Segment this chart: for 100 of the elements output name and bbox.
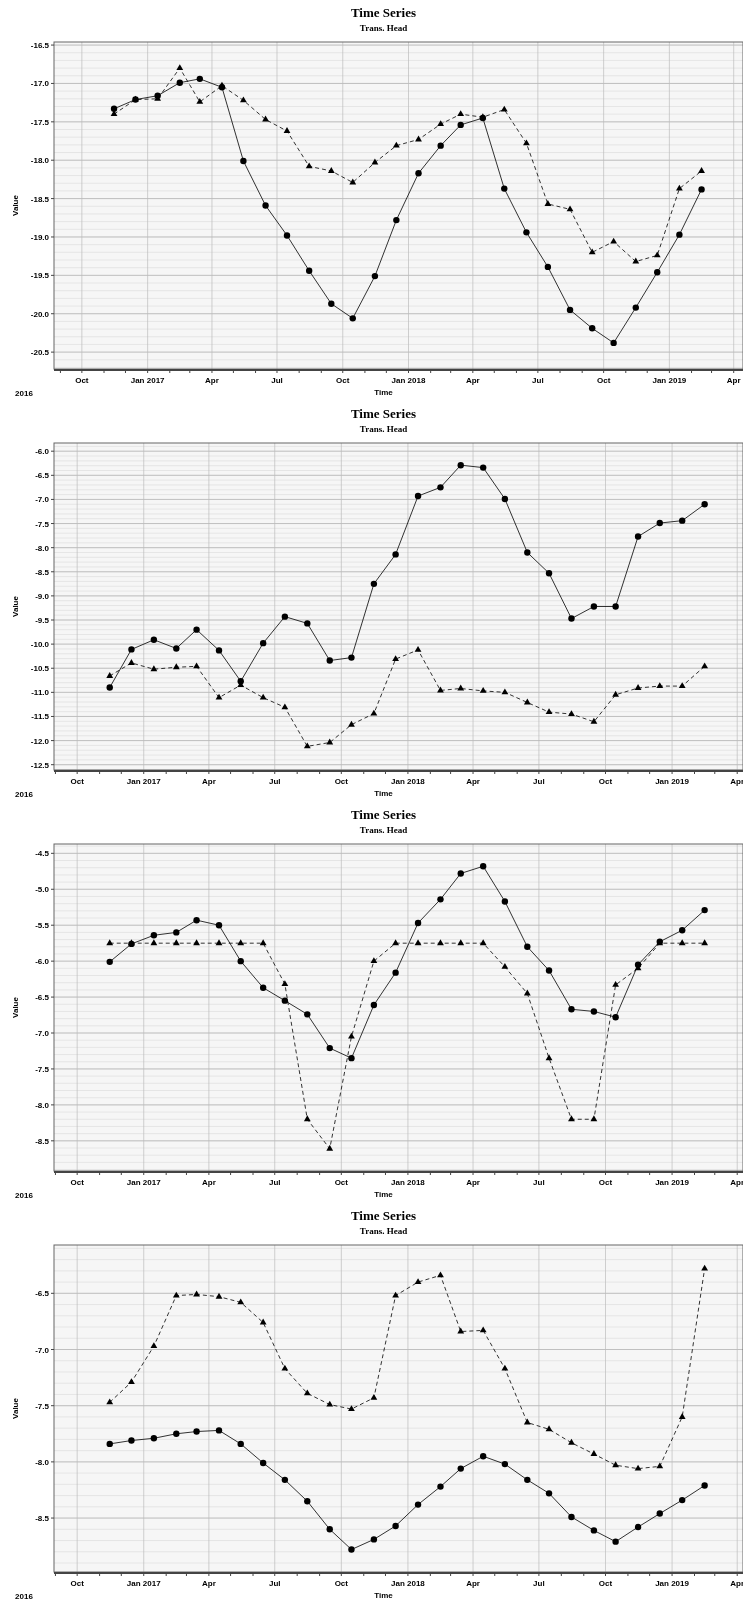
y-tick-label: -4.5	[35, 849, 50, 859]
y-axis-title: Value	[11, 595, 20, 617]
x-tick-label: Apr	[466, 1579, 480, 1588]
x-tick-label: Oct	[596, 376, 611, 385]
y-tick-label: -12.5	[30, 760, 50, 770]
x-tick-label: Jul	[268, 777, 281, 786]
x-tick-label: Jan 2018	[391, 777, 426, 786]
x-tick-label: Oct	[336, 376, 350, 385]
x-tick-label: Apr	[730, 1579, 743, 1588]
chart-subtitle: Trans. Head	[359, 825, 408, 835]
x-tick-label: Apr	[201, 777, 216, 786]
y-tick-label: -8.5	[35, 1514, 50, 1524]
y-axis-title: Value	[11, 996, 20, 1018]
x-tick-label: Jul	[268, 1178, 281, 1187]
chart-title: Time Series	[350, 5, 417, 20]
y-tick-label: -7.0	[35, 1345, 50, 1355]
x-tick-label: Jan 2018	[391, 1579, 426, 1588]
x-tick-label: Jan 2017	[126, 1178, 162, 1187]
chart-title: Time Series	[350, 807, 417, 822]
x-tick-label: Jan 2019	[655, 777, 690, 786]
y-tick-label: -6.5	[35, 471, 50, 481]
x-tick-label: Jan 2018	[391, 376, 426, 385]
chart-subtitle: Trans. Head	[359, 424, 408, 434]
y-tick-label: -20.0	[30, 309, 50, 319]
y-tick-label: -19.5	[30, 271, 50, 281]
x-tick-label: Oct	[598, 1579, 613, 1588]
x-tick-label: Oct	[75, 376, 89, 385]
x-tick-label: Jan 2017	[130, 376, 166, 385]
chart-subtitle: Trans. Head	[359, 1226, 408, 1236]
x-tick-label: Apr	[201, 1579, 216, 1588]
y-tick-label: -6.0	[35, 957, 50, 967]
y-tick-label: -7.0	[35, 495, 50, 505]
y-tick-label: -19.0	[30, 232, 50, 242]
x-axis-title: Time	[374, 1591, 394, 1600]
y-tick-label: -8.0	[35, 1457, 50, 1467]
y-tick-label: -7.5	[35, 1064, 50, 1074]
x-tick-label: Jan 2018	[391, 1178, 426, 1187]
y-tick-label: -16.5	[30, 41, 50, 51]
y-tick-label: -20.5	[30, 348, 50, 358]
y-tick-label: -6.5	[35, 1289, 50, 1299]
text: 2016	[15, 790, 34, 799]
text: 2016	[15, 1191, 34, 1200]
y-tick-label: -12.0	[30, 736, 50, 746]
y-tick-label: -11.0	[31, 688, 50, 698]
x-tick-label: Oct	[598, 777, 613, 786]
x-tick-label: Oct	[70, 1178, 85, 1187]
chart-title: Time Series	[350, 1208, 417, 1223]
x-tick-label: Oct	[334, 777, 349, 786]
x-tick-label: Apr	[466, 777, 480, 786]
x-tick-label: Jul	[533, 1579, 545, 1588]
x-axis-title: Time	[374, 1190, 394, 1199]
y-axis-title: Value	[11, 1397, 20, 1419]
x-tick-label: Oct	[598, 1178, 613, 1187]
x-tick-label: Jul	[271, 376, 283, 385]
x-tick-label: Oct	[334, 1579, 349, 1588]
y-tick-label: -8.5	[35, 567, 50, 577]
x-axis-title: Time	[374, 789, 394, 798]
y-tick-label: -18.5	[30, 194, 50, 204]
y-tick-label: -8.0	[35, 1100, 50, 1110]
x-tick-label: Apr	[730, 777, 743, 786]
x-tick-label: Oct	[334, 1178, 349, 1187]
y-tick-label: -18.0	[30, 156, 50, 166]
x-tick-label: Jan 2019	[655, 1579, 690, 1588]
x-tick-label: Jan 2017	[126, 777, 162, 786]
x-axis-title: Time	[374, 388, 394, 397]
y-tick-label: -5.5	[35, 921, 50, 931]
y-tick-label: -6.5	[35, 993, 50, 1003]
y-tick-label: -9.0	[35, 591, 50, 601]
x-tick-label: Apr	[201, 1178, 216, 1187]
x-tick-label: Jul	[533, 777, 545, 786]
y-tick-label: -5.0	[35, 885, 50, 895]
x-tick-label: Apr	[730, 1178, 743, 1187]
text: 2016	[15, 389, 34, 398]
y-tick-label: -11.5	[31, 712, 50, 722]
chart-title: Time Series	[350, 406, 417, 421]
y-tick-label: -7.5	[35, 519, 50, 529]
text: 2016	[15, 1592, 34, 1601]
y-tick-label: -10.0	[30, 640, 50, 650]
x-tick-label: Jan 2019	[655, 1178, 690, 1187]
y-tick-label: -8.0	[35, 543, 50, 553]
y-tick-label: -10.5	[30, 664, 50, 674]
x-tick-label: Jan 2017	[126, 1579, 162, 1588]
x-tick-label: Apr	[465, 376, 480, 385]
x-tick-label: Apr	[205, 376, 219, 385]
x-tick-label: Jan 2019	[652, 376, 687, 385]
x-tick-label: Oct	[70, 777, 85, 786]
y-tick-label: -17.5	[30, 117, 50, 127]
y-tick-label: -7.0	[35, 1029, 50, 1039]
x-tick-label: Oct	[70, 1579, 85, 1588]
y-tick-label: -9.5	[35, 616, 50, 625]
chart-subtitle: Trans. Head	[359, 23, 408, 33]
x-tick-label: Apr	[726, 376, 741, 385]
x-tick-label: Jul	[268, 1579, 281, 1588]
x-tick-label: Jul	[532, 376, 544, 385]
y-tick-label: -17.0	[30, 79, 50, 89]
x-tick-label: Jul	[533, 1178, 545, 1187]
y-axis-title: Value	[11, 194, 20, 216]
y-tick-label: -6.0	[35, 447, 50, 457]
x-tick-label: Apr	[466, 1178, 480, 1187]
y-tick-label: -7.5	[35, 1401, 50, 1411]
